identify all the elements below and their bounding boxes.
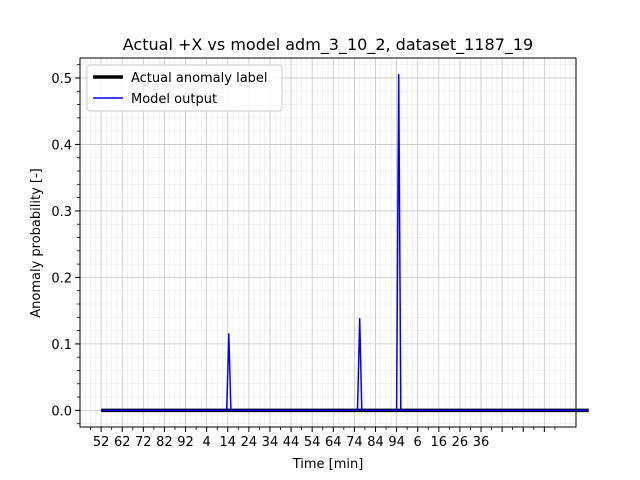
x-tick-label: 52 [93,435,110,450]
major-grid [80,58,576,427]
x-tick-label: 14 [219,435,236,450]
legend-entry: Model output [131,92,217,107]
y-tick-label: 0.2 [51,271,72,286]
series-line-2 [101,73,589,412]
x-tick-label: 16 [431,435,448,450]
x-tick-label: 64 [325,435,342,450]
x-tick-label: 24 [241,435,258,450]
legend-box [86,64,283,112]
chart-title: Actual +X vs model adm_3_10_2, dataset_1… [123,35,533,55]
x-tick-label: 82 [156,435,173,450]
y-ticks: 0.0 0.1 0.2 0.3 0.4 0.5 [51,64,80,425]
y-tick-label: 0.5 [51,72,72,87]
y-tick-label: 0.4 [51,138,72,153]
x-tick-label: 84 [367,435,384,450]
x-tick-label: 4 [202,435,210,450]
x-tick-label: 74 [346,435,363,450]
x-tick-label: 92 [177,435,194,450]
minor-grid [80,58,577,427]
x-tick-label: 34 [262,435,279,450]
x-ticks: 52 62 72 82 92 4 14 24 34 44 54 64 74 84 94 6 16 26 36 [90,427,556,450]
x-tick-label: 94 [388,435,405,450]
x-tick-label: 72 [135,435,152,450]
legend-entry: Actual anomaly label [131,71,268,86]
x-tick-label: 26 [452,435,469,450]
legend: Actual anomaly label Model output [86,64,283,112]
y-tick-label: 0.1 [51,338,72,353]
x-axis-label: Time [min] [292,457,364,472]
x-tick-label: 62 [114,435,131,450]
y-axis-label: Anomaly probability [-] [29,168,44,317]
x-tick-label: 6 [414,435,422,450]
x-tick-label: 36 [473,435,490,450]
x-tick-label: 44 [283,435,300,450]
series-layer [101,73,589,413]
y-tick-label: 0.3 [51,205,72,220]
plot-frame [79,57,577,428]
y-tick-label: 0.0 [51,404,72,419]
x-tick-label: 54 [304,435,321,450]
